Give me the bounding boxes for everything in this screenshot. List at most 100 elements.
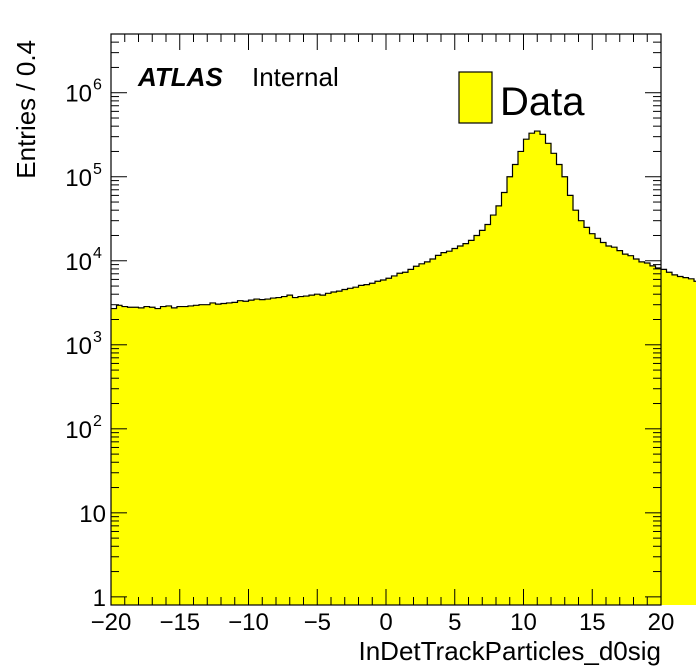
histogram-bin [463, 243, 470, 605]
histogram-bin [435, 255, 442, 606]
histogram-bin [226, 302, 233, 605]
histogram-bin [606, 245, 613, 606]
histogram-bin [534, 131, 541, 606]
histogram-bin [309, 295, 316, 605]
histogram-bin [265, 299, 272, 605]
histogram-bin [424, 261, 431, 605]
x-tick-labels: −20 −15 −10 −5 0 5 10 15 20 [91, 609, 675, 636]
histogram-bin [578, 220, 585, 605]
histogram-bin [188, 305, 195, 605]
histogram-bin [287, 295, 294, 605]
histogram-bin [111, 308, 118, 605]
histogram-bin [545, 143, 552, 605]
histogram-bin [490, 215, 497, 605]
histogram-bin [688, 278, 695, 605]
histogram-bin [221, 303, 228, 605]
histogram-bin [237, 300, 244, 605]
histogram-bin [567, 195, 574, 605]
histogram-bin [122, 306, 129, 605]
histogram-bin [446, 251, 453, 605]
histogram-bin [683, 277, 690, 605]
histogram-bin [600, 242, 607, 605]
y-tick-exponent: 3 [93, 329, 102, 346]
histogram-bin [303, 296, 310, 605]
histogram-bin [540, 134, 547, 605]
histogram-bin [562, 176, 569, 605]
histogram-bin [232, 302, 239, 605]
histogram-bin [243, 301, 250, 605]
histogram-bin [430, 258, 437, 605]
histogram-bin [551, 153, 558, 605]
histogram-bin [589, 233, 596, 605]
histogram-bin [259, 299, 266, 605]
x-tick-label: 10 [510, 609, 537, 636]
histogram-bin [573, 210, 580, 605]
histogram-bin [254, 299, 261, 605]
histogram-bin [666, 272, 673, 605]
x-axis-title: InDetTrackParticles_d0sig [359, 636, 662, 666]
histogram-outline [111, 130, 696, 310]
atlas-label: ATLAS [137, 62, 223, 92]
histogram-bin [507, 176, 514, 605]
legend-swatch [458, 71, 493, 124]
y-tick-label: 10 [65, 417, 92, 444]
histogram-bin [622, 254, 629, 605]
histogram-bin [215, 304, 222, 605]
histogram-bin [353, 287, 360, 605]
histogram-bin [325, 293, 332, 605]
histogram-bin [298, 296, 305, 605]
histogram-bin [413, 266, 420, 605]
histogram-bin [375, 281, 382, 605]
histogram-bin [133, 307, 140, 605]
histogram-bin [270, 298, 277, 605]
histogram-bin [457, 245, 464, 606]
histogram-bin [292, 297, 299, 605]
histogram-bin [347, 288, 354, 605]
histogram-bin [204, 304, 211, 605]
y-tick-label: 10 [65, 249, 92, 276]
histogram-bin [160, 306, 167, 605]
histogram-bin [314, 294, 321, 605]
x-tick-label: −10 [228, 609, 269, 636]
y-tick-label: 10 [79, 501, 106, 528]
histogram-bin [127, 307, 134, 605]
axis-ticks [110, 33, 662, 605]
x-tick-label: 0 [379, 609, 392, 636]
histogram-bin [199, 304, 206, 605]
histogram-bin [661, 269, 668, 605]
histogram-bin [639, 261, 646, 605]
histogram-bin [182, 306, 189, 605]
histogram-bin [496, 205, 503, 605]
histogram-bin [628, 255, 635, 606]
histogram-bin [468, 240, 475, 605]
histogram-bin [386, 278, 393, 605]
x-tick-label: −20 [91, 609, 132, 636]
histogram-bin [177, 306, 184, 605]
histogram-bin [336, 291, 343, 605]
histogram-bin [633, 258, 640, 605]
histogram-bin [402, 272, 409, 605]
y-tick-label: 10 [65, 165, 92, 192]
histogram-bin [397, 273, 404, 605]
x-tick-label: −5 [304, 609, 331, 636]
histogram-bin [611, 247, 618, 605]
internal-label: Internal [252, 62, 339, 92]
histogram-bin [419, 263, 426, 605]
histogram-bin [155, 308, 162, 605]
y-tick-label: 1 [93, 585, 106, 612]
histogram-bin [694, 281, 696, 605]
histogram-bin [452, 248, 459, 606]
x-tick-label: 20 [648, 609, 675, 636]
y-tick-exponent: 2 [93, 413, 102, 430]
x-tick-label: 15 [579, 609, 606, 636]
y-tick-exponent: 4 [93, 245, 102, 262]
histogram-bin [276, 297, 283, 605]
histogram-bin [320, 295, 327, 605]
histogram-bin [408, 269, 415, 605]
histogram-bin [485, 224, 492, 605]
histogram-bin [342, 289, 349, 605]
y-axis-title: Entries / 0.4 [11, 40, 41, 179]
histogram-bin [364, 284, 371, 605]
histogram-bin [523, 139, 530, 605]
